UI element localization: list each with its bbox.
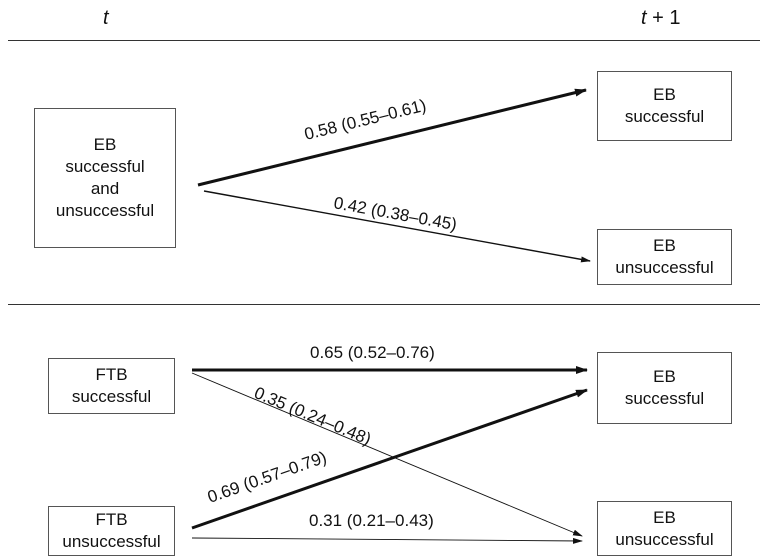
box-line: unsuccessful bbox=[615, 258, 714, 277]
box-line: EB bbox=[653, 507, 676, 527]
box-top-eb-successful: EB successful bbox=[597, 71, 732, 141]
box-ftb-unsuccessful: FTB unsuccessful bbox=[48, 506, 175, 556]
box-line: unsuccessful bbox=[62, 532, 161, 551]
box-bottom-eb-unsuccessful: EB unsuccessful bbox=[597, 501, 732, 556]
box-line: successful bbox=[624, 389, 705, 408]
arrow-eb-to-eb-successful bbox=[197, 88, 587, 187]
box-line: successful bbox=[71, 387, 152, 406]
box-line: EB bbox=[653, 367, 676, 386]
arrow-ftb-unsuccessful-to-eb-successful bbox=[191, 388, 588, 530]
box-top-eb-unsuccessful: EB unsuccessful bbox=[597, 229, 732, 285]
label-top-success-probability: 0.58 (0.55–0.61) bbox=[302, 96, 428, 144]
arrow-ftb-unsuccessful-to-eb-unsuccessful bbox=[191, 537, 583, 544]
label-ss-probability: 0.65 (0.52–0.76) bbox=[310, 343, 435, 362]
arrow-eb-to-eb-unsuccessful bbox=[203, 190, 591, 263]
box-line: and bbox=[90, 179, 120, 198]
box-ftb-successful: FTB successful bbox=[48, 358, 175, 414]
box-line: unsuccessful bbox=[55, 201, 155, 220]
header-time-t-plus-1: t + 1 bbox=[641, 6, 680, 30]
header-rule bbox=[8, 40, 760, 41]
panel-divider-rule bbox=[8, 304, 760, 305]
box-line: successful bbox=[624, 107, 705, 126]
box-eb-successful-and-unsuccessful: EB successful and unsuccessful bbox=[34, 108, 176, 248]
box-bottom-eb-successful: EB successful bbox=[597, 352, 732, 424]
header-time-variable: t bbox=[641, 7, 647, 29]
box-line: unsuccessful bbox=[615, 529, 714, 549]
label-top-unsuccess-probability: 0.42 (0.38–0.45) bbox=[332, 193, 458, 234]
label-su-probability: 0.35 (0.24–0.48) bbox=[251, 383, 373, 449]
box-line: EB bbox=[653, 85, 676, 104]
box-line: EB bbox=[653, 236, 676, 255]
box-line: FTB bbox=[95, 510, 128, 529]
arrow-ftb-successful-to-eb-unsuccessful bbox=[191, 372, 583, 537]
box-line: FTB bbox=[95, 365, 128, 384]
label-us-probability: 0.69 (0.57–0.79) bbox=[205, 448, 329, 507]
box-line: EB bbox=[93, 135, 117, 154]
header-time-t: t bbox=[103, 7, 109, 29]
label-uu-probability: 0.31 (0.21–0.43) bbox=[309, 511, 434, 530]
box-line: successful bbox=[65, 157, 145, 176]
header-time-offset: + 1 bbox=[646, 7, 681, 29]
